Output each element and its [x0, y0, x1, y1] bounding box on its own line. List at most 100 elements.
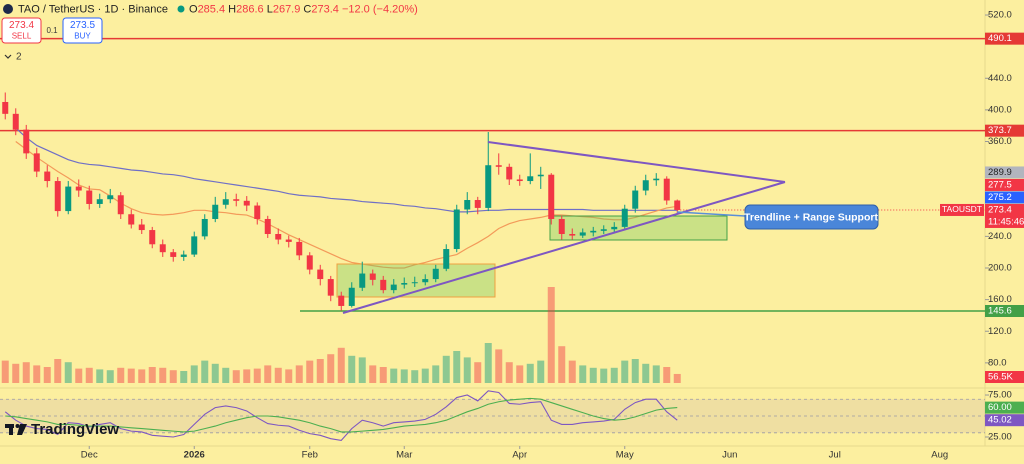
volume-bar [337, 347, 345, 383]
volume-bar [537, 360, 545, 383]
callout-box [744, 204, 879, 230]
x-tick-label: May [616, 450, 634, 461]
price-marker-box [985, 191, 1024, 204]
volume-bar [285, 369, 293, 383]
y-tick-label: 240.0 [988, 231, 1012, 242]
x-tick-label: Jul [829, 450, 841, 461]
candle-body [390, 284, 397, 291]
candle-body [432, 268, 439, 280]
spread: 0.1 [46, 26, 58, 35]
rsi-last-box [985, 414, 1024, 427]
volume-bar [505, 362, 513, 383]
candle-body [348, 287, 355, 306]
candle-body [338, 295, 345, 306]
candle-body [33, 153, 40, 172]
candle-body [642, 180, 649, 191]
candle-body [411, 282, 418, 284]
candle-body [558, 218, 565, 235]
candle-body [632, 190, 639, 209]
y-tick-label: 80.0 [988, 357, 1007, 368]
candle-body [138, 224, 145, 231]
volume-bar [495, 349, 503, 383]
candle-body [443, 249, 450, 269]
annotation-layer: Trendline + Range Support 490.1 373.7 145.… [342, 32, 1024, 427]
volume-bar [54, 359, 62, 383]
candle-body [12, 113, 19, 130]
volume-bar [421, 368, 429, 383]
volume-bar [526, 363, 534, 383]
sell-label: SELL [12, 32, 32, 41]
brand-mark [15, 424, 20, 428]
ohlc-letter: O [189, 3, 198, 15]
volume-bar [85, 367, 93, 383]
price-marker-box [985, 166, 1024, 179]
volume-bar [463, 357, 471, 383]
volume-bar [579, 365, 587, 383]
candle-body [23, 129, 30, 154]
candle-body [317, 269, 324, 280]
volume-bar [516, 365, 524, 383]
candle-body [369, 273, 376, 280]
candle-body [222, 199, 229, 205]
ohlc-value: 267.9 [273, 3, 301, 15]
sell-button[interactable] [1, 17, 42, 44]
x-tick-label: Apr [512, 450, 527, 461]
ohlc-letter: L [267, 3, 273, 15]
candle-body [212, 204, 219, 219]
volume-bar [663, 367, 671, 383]
candle-body [516, 179, 523, 182]
volume-bar [117, 367, 125, 383]
level-label-box [985, 32, 1024, 45]
brand-mark [9, 424, 13, 435]
candle-body [54, 181, 61, 212]
volume-bar [673, 373, 681, 383]
volume-bar [96, 369, 104, 383]
volume-bar [348, 355, 356, 383]
volume-bar [390, 368, 398, 383]
level-label: 145.6 [988, 306, 1012, 317]
candle-body [464, 200, 471, 210]
volume-bar [369, 365, 377, 383]
x-tick-label: 2026 [184, 450, 205, 461]
rsi-line [5, 397, 678, 433]
moving-average [15, 141, 678, 269]
volume-bar [159, 367, 167, 383]
volume-label: 56.5K [988, 372, 1013, 383]
level-label: 373.7 [988, 125, 1012, 136]
price-marker-box [985, 178, 1024, 191]
volume-bar [652, 365, 660, 383]
volume-bar [106, 370, 114, 383]
candle-body [422, 279, 429, 283]
candle-body [191, 236, 198, 255]
candle-body [663, 178, 670, 201]
volume-bar [75, 368, 83, 383]
candle-body [285, 239, 292, 242]
candle-body [254, 205, 261, 219]
volume-bar [169, 370, 177, 383]
symbol-badge-label: TAOUSDT [942, 204, 982, 214]
collapse-icon[interactable] [4, 54, 12, 59]
y-tick-label: 400.0 [988, 104, 1012, 115]
candle-body [548, 174, 555, 219]
volume-bar [232, 370, 240, 383]
moving-average [15, 127, 678, 213]
volume-bar [190, 365, 198, 383]
x-tick-label: Dec [81, 450, 98, 461]
volume-bar [589, 367, 597, 383]
candle-body [296, 241, 303, 256]
candle-body [275, 234, 282, 240]
volume-bar [306, 360, 314, 383]
candle-body [495, 165, 502, 167]
volume-bar [148, 367, 156, 383]
candle-body [170, 252, 177, 257]
volume-bar [201, 360, 209, 383]
last-price-box [985, 203, 1024, 228]
y-tick-label: 160.0 [988, 294, 1012, 305]
last-price-label: 273.4 [988, 204, 1012, 215]
candle-body [537, 174, 544, 177]
y-tick-label: 120.0 [988, 326, 1012, 337]
volume-bar [442, 355, 450, 383]
candle-body [243, 200, 250, 206]
buy-button[interactable] [62, 17, 103, 44]
volume-bar [12, 363, 20, 383]
